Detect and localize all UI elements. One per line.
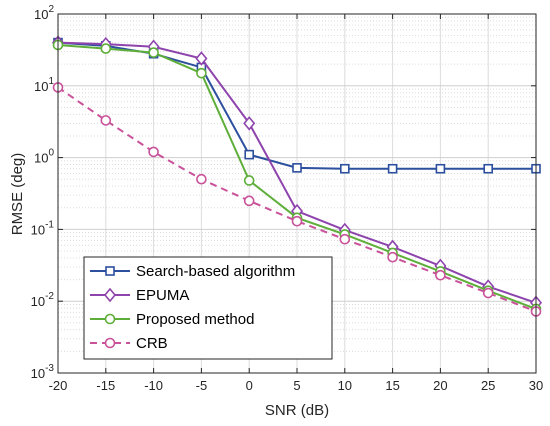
data-point [339,163,350,174]
series-line [57,86,537,313]
data-point [100,115,112,126]
x-tick-label: -5 [196,378,208,393]
data-point [291,215,303,227]
x-tick-label: 15 [385,378,399,393]
legend-label: EPUMA [136,287,189,304]
plot-frame [57,13,537,374]
data-point [483,163,494,174]
data-point [387,163,398,174]
series-group [51,35,543,317]
legend: Search-based algorithm EPUMA Proposed meth… [83,256,333,360]
legend-label: CRB [136,335,168,352]
data-point [243,195,255,207]
y-tick-label: 10-2 [31,291,55,309]
y-tick-label: 102 [34,4,54,22]
data-point [196,67,207,79]
legend-box [83,256,333,360]
y-tick-label: 100 [34,148,54,166]
data-point [244,149,254,160]
data-point [195,51,208,66]
x-axis-label: SNR (dB) [265,402,329,419]
x-tick-label: -10 [144,378,163,393]
x-tick-label: 10 [338,378,352,393]
x-tick-label: 5 [293,378,300,393]
x-tick-label: -20 [49,378,68,393]
x-tick-label: 25 [481,378,495,393]
data-point [482,287,494,299]
data-point [435,269,446,281]
y-tick-label: 10-3 [31,363,55,381]
legend-label: Search-based algorithm [136,263,295,280]
legend-marker [104,337,116,349]
axis-ticks: -20 -15 -10 -5 0 5 10 15 20 25 30 10-3 10-2 10-1 100 10… [31,4,544,393]
x-tick-label: 30 [529,378,543,393]
legend-marker [103,287,117,303]
data-point [148,47,159,58]
y-tick-label: 10-1 [31,219,55,237]
data-point [387,251,398,263]
data-point [243,116,256,131]
x-tick-label: 20 [433,378,447,393]
x-tick-label: 0 [246,378,253,393]
legend-marker [104,313,116,325]
data-point [196,173,207,185]
legend-marker [105,266,115,276]
data-point [243,175,255,186]
data-point [339,233,351,245]
data-point [148,146,159,158]
y-axis-label: RMSE (deg) [9,153,26,236]
data-point [292,163,302,173]
y-tick-label: 101 [34,76,54,94]
x-tick-label: -15 [96,378,115,393]
legend-label: Proposed method [136,311,254,328]
data-point [435,163,446,174]
data-point [100,43,112,54]
